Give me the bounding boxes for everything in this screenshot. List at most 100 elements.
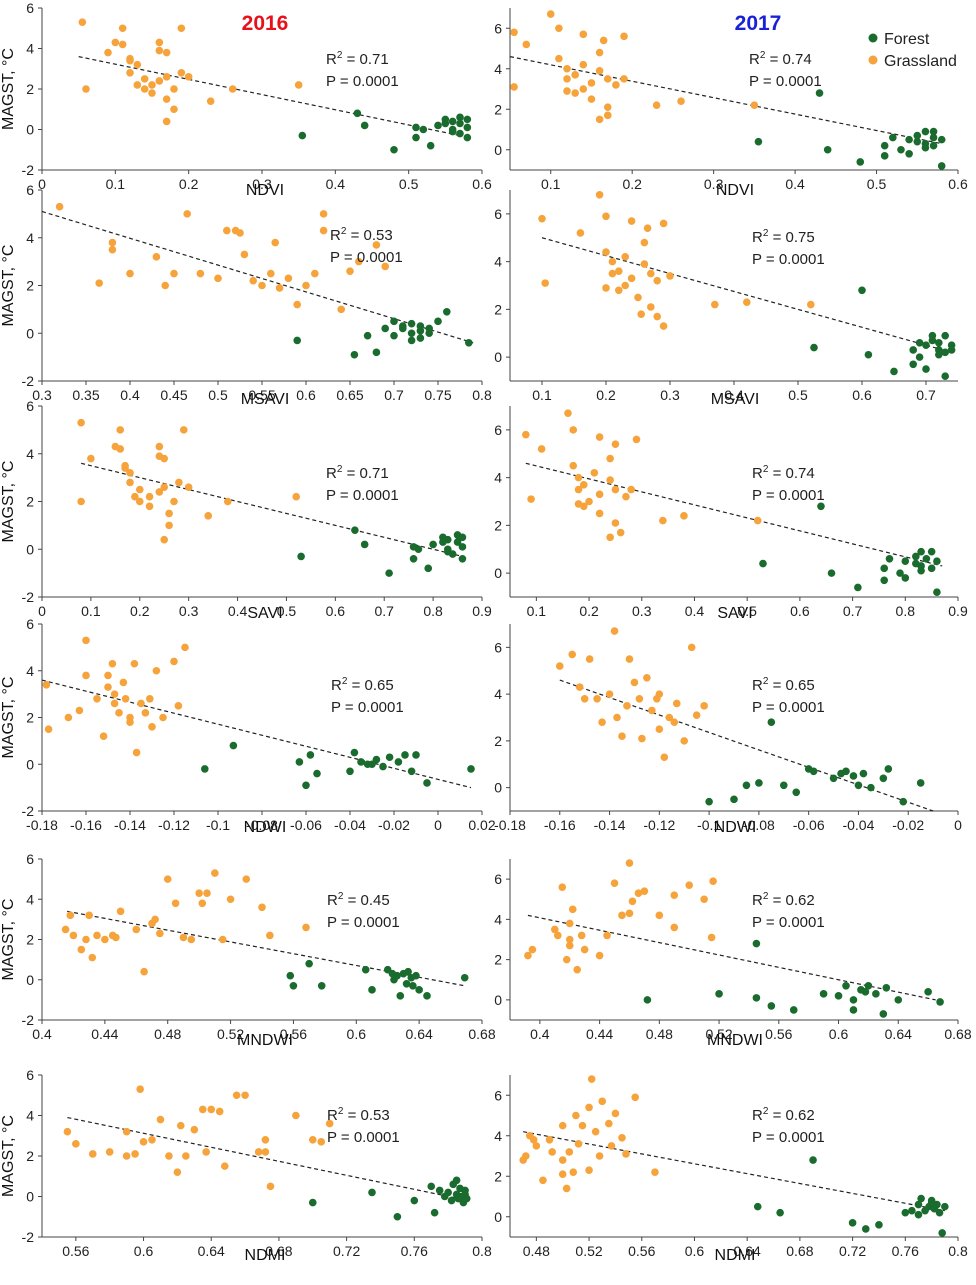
grassland-point (585, 1103, 593, 1112)
x-tick-label: 0.2 (622, 176, 642, 192)
grassland-point (112, 933, 120, 942)
grassland-point (175, 478, 183, 487)
p-value-label: P = 0.0001 (327, 1129, 400, 1146)
x-tick-label: 0.8 (423, 603, 443, 619)
grassland-point (44, 725, 53, 733)
x-tick-label: 0 (954, 817, 962, 833)
forest-point (913, 137, 922, 146)
grassland-point (522, 40, 531, 49)
chart-ndmi-2016: -2 0 2 4 6 0.56 0.6 0.64 0.68 0.72 0.76 0.8 R2 = 0.5… (0, 1067, 492, 1264)
grassland-point (140, 75, 149, 83)
grassland-point (198, 899, 207, 908)
grassland-point (187, 935, 196, 944)
y-tick-label: 0 (494, 565, 502, 581)
grassland-point (101, 935, 109, 944)
y-axis-label: MAGST, °C (0, 899, 17, 981)
grassland-point (155, 442, 164, 451)
grassland-point (615, 267, 623, 275)
x-tick-label: 0.65 (336, 387, 363, 403)
p-value-label: P = 0.0001 (326, 73, 399, 90)
grassland-point (162, 73, 171, 81)
grassland-point (293, 300, 302, 309)
grassland-point (580, 695, 589, 703)
grassland-point (621, 253, 629, 261)
y-axis-label: MAGST, °C (0, 677, 17, 759)
grassland-point (602, 212, 610, 221)
r-squared-label: R2 = 0.62 (752, 1106, 815, 1124)
x-tick-label: 0.2 (596, 387, 616, 403)
forest-point (905, 150, 913, 158)
y-tick-label: 2 (494, 301, 502, 317)
grassland-point (548, 1148, 556, 1156)
x-tick-label: 0.8 (472, 1243, 492, 1259)
forest-point (381, 324, 390, 333)
x-tick-label: 0.5 (208, 387, 228, 403)
grassland-point (130, 659, 139, 668)
forest-point (410, 1196, 419, 1205)
forest-point (937, 135, 946, 144)
forest-point (463, 115, 472, 124)
forest-point (917, 1194, 925, 1203)
grassland-point (648, 706, 656, 715)
x-tick-label: 0.02 (468, 817, 495, 833)
forest-point (297, 552, 305, 561)
grassland-point (77, 497, 85, 506)
grassland-point (161, 281, 169, 290)
forest-point (368, 760, 376, 769)
forest-point (854, 781, 863, 790)
y-tick-label: 6 (26, 616, 34, 632)
grassland-point (579, 60, 588, 69)
grassland-point (563, 87, 571, 95)
x-tick-label: 0.76 (892, 1243, 919, 1259)
forest-point (899, 797, 908, 806)
x-axis-label: MNDWI (237, 1032, 293, 1049)
forest-point (407, 767, 416, 776)
x-tick-label: -0.04 (334, 817, 366, 833)
grassland-point (179, 933, 188, 942)
forest-point (407, 336, 416, 345)
y-tick-label: 2 (494, 517, 502, 533)
trend-line (541, 237, 952, 353)
forest-point (302, 781, 310, 790)
x-tick-label: 0.68 (944, 1026, 971, 1042)
grassland-point (271, 238, 280, 247)
grassland-point (61, 925, 70, 934)
grassland-point (538, 214, 546, 223)
x-tick-label: -0.16 (544, 817, 576, 833)
forest-point (423, 992, 431, 1000)
forest-point (460, 973, 469, 982)
trend-line (509, 56, 942, 145)
grassland-point (179, 426, 188, 434)
x-tick-label: 0.6 (296, 387, 316, 403)
grassland-point (555, 54, 563, 63)
forest-point (935, 339, 943, 347)
x-tick-label: 0.44 (586, 1026, 613, 1042)
x-axis-label: NDVI (716, 182, 754, 199)
grassland-point (173, 1168, 182, 1176)
x-tick-label: 0.55 (248, 387, 275, 403)
forest-point (789, 1006, 798, 1014)
grassland-point (577, 931, 586, 940)
grassland-point (620, 75, 628, 83)
y-tick-label: -2 (22, 373, 35, 389)
forest-point (407, 329, 416, 338)
grassland-point (119, 678, 128, 687)
x-tick-label: 0.45 (160, 387, 187, 403)
y-tick-label: 4 (494, 686, 502, 702)
x-tick-label: -0.16 (70, 817, 102, 833)
grassland-point (591, 1127, 600, 1136)
grassland-point (110, 690, 119, 698)
grassland-point (568, 905, 577, 914)
forest-point (360, 121, 369, 130)
forest-point (293, 336, 302, 345)
x-tick-label: 0.9 (948, 603, 968, 619)
x-tick-label: 0.1 (81, 603, 101, 619)
x-tick-label: 0.7 (374, 603, 394, 619)
grassland-point (700, 895, 708, 904)
chart-ndvi-2017: 0 2 4 6 0.1 0.2 0.3 0.4 0.5 0.6 R2 = 0.74 P = 0.000… (494, 8, 968, 199)
forest-point (427, 1182, 436, 1191)
x-tick-label: 0.56 (628, 1243, 655, 1259)
forest-point (913, 131, 922, 140)
x-tick-label: -0.04 (842, 817, 874, 833)
